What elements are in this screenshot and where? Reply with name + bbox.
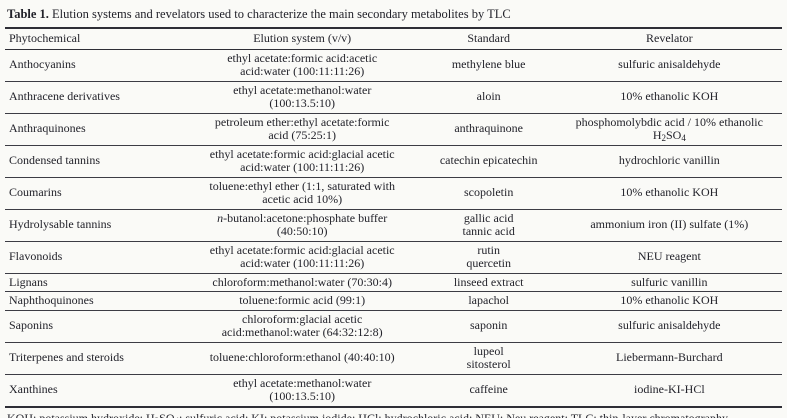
cell-phytochemical-row-9: Saponins — [5, 310, 184, 343]
table-body: Anthocyanins ethyl acetate:formic acid:ac… — [5, 49, 782, 408]
cell-standard-row-2: anthraquinone — [420, 113, 557, 146]
cell-revelator-row-7: sulfuric vanillin — [556, 273, 782, 292]
cell-standard-row-9: saponin — [420, 310, 557, 343]
cell-elution-row-7: chloroform:methanol:water (70:30:4) — [183, 273, 421, 292]
table-row: Saponins chloroform:glacial acetic acid:me… — [5, 310, 782, 343]
column-header-elution: Elution system (v/v) — [183, 27, 421, 50]
table-caption-text: Elution systems and revelators used to c… — [48, 7, 511, 21]
table-row: Anthraquinones petroleum ether:ethyl acet… — [5, 113, 782, 146]
table-footnote: KOH: potassium hydroxide; H2SO4: sulfuri… — [7, 410, 731, 418]
cell-revelator-row-0: sulfuric anisaldehyde — [556, 49, 782, 82]
table-row: Flavonoids ethyl acetate:formic acid:glac… — [5, 241, 782, 274]
cell-elution-row-11: ethyl acetate:methanol:water (100:13.5:10… — [183, 374, 421, 408]
cell-elution-row-6: ethyl acetate:formic acid:glacial acetic… — [183, 241, 421, 274]
cell-elution-row-2: petroleum ether:ethyl acetate:formic acid… — [183, 113, 421, 146]
cell-standard-row-8: lapachol — [420, 291, 557, 311]
cell-phytochemical-row-1: Anthracene derivatives — [5, 81, 184, 114]
cell-standard-row-4: scopoletin — [420, 177, 557, 210]
cell-revelator-row-8: 10% ethanolic KOH — [556, 291, 782, 311]
cell-elution-row-8: toluene:formic acid (99:1) — [183, 291, 421, 311]
cell-elution-row-4: toluene:ethyl ether (1:1, saturated with… — [183, 177, 421, 210]
cell-elution-row-10: toluene:chloroform:ethanol (40:40:10) — [183, 342, 421, 375]
cell-standard-row-5: gallic acid tannic acid — [420, 209, 557, 242]
cell-phytochemical-row-10: Triterpenes and steroids — [5, 342, 184, 375]
cell-standard-row-3: catechin epicatechin — [420, 145, 557, 178]
table-row: Naphthoquinones toluene:formic acid (99:1… — [5, 291, 782, 311]
table-row: Anthracene derivatives ethyl acetate:meth… — [5, 81, 782, 114]
table-row: Anthocyanins ethyl acetate:formic acid:ac… — [5, 49, 782, 82]
table-caption: Table 1. Elution systems and revelators … — [5, 6, 782, 27]
table-row: Condensed tannins ethyl acetate:formic ac… — [5, 145, 782, 178]
table-row: Xanthines ethyl acetate:methanol:water (10… — [5, 374, 782, 408]
cell-revelator-row-2: phosphomolybdic acid / 10% ethanolic H2SO… — [556, 113, 782, 146]
table-header-row: Phytochemical Elution system (v/v) Standar… — [5, 27, 782, 50]
table-header: Phytochemical Elution system (v/v) Standar… — [5, 27, 782, 50]
cell-phytochemical-row-4: Coumarins — [5, 177, 184, 210]
tlc-elution-table: Phytochemical Elution system (v/v) Standar… — [5, 27, 782, 408]
cell-elution-row-0: ethyl acetate:formic acid:acetic acid:wat… — [183, 49, 421, 82]
cell-standard-row-7: linseed extract — [420, 273, 557, 292]
cell-elution-row-9: chloroform:glacial acetic acid:methanol:w… — [183, 310, 421, 343]
cell-standard-row-11: caffeine — [420, 374, 557, 408]
cell-phytochemical-row-0: Anthocyanins — [5, 49, 184, 82]
cell-standard-row-1: aloin — [420, 81, 557, 114]
column-header-phytochemical: Phytochemical — [5, 27, 184, 50]
cell-phytochemical-row-3: Condensed tannins — [5, 145, 184, 178]
cell-elution-row-5: n-butanol:acetone:phosphate buffer (40:50… — [183, 209, 421, 242]
cell-revelator-row-4: 10% ethanolic KOH — [556, 177, 782, 210]
cell-standard-row-10: lupeol sitosterol — [420, 342, 557, 375]
cell-revelator-row-5: ammonium iron (II) sulfate (1%) — [556, 209, 782, 242]
cell-standard-row-0: methylene blue — [420, 49, 557, 82]
column-header-revelator: Revelator — [556, 27, 782, 50]
table-row: Triterpenes and steroids toluene:chlorofo… — [5, 342, 782, 375]
cell-revelator-row-6: NEU reagent — [556, 241, 782, 274]
cell-elution-row-3: ethyl acetate:formic acid:glacial acetic… — [183, 145, 421, 178]
cell-standard-row-6: rutin quercetin — [420, 241, 557, 274]
cell-elution-row-1: ethyl acetate:methanol:water (100:13.5:10… — [183, 81, 421, 114]
table-row: Coumarins toluene:ethyl ether (1:1, satur… — [5, 177, 782, 210]
cell-revelator-row-9: sulfuric anisaldehyde — [556, 310, 782, 343]
cell-revelator-row-11: iodine-KI-HCl — [556, 374, 782, 408]
cell-revelator-row-3: hydrochloric vanillin — [556, 145, 782, 178]
table-row: Lignans chloroform:methanol:water (70:30:… — [5, 273, 782, 292]
cell-phytochemical-row-7: Lignans — [5, 273, 184, 292]
table-caption-label: Table 1. — [7, 7, 49, 21]
cell-phytochemical-row-11: Xanthines — [5, 374, 184, 408]
cell-phytochemical-row-5: Hydrolysable tannins — [5, 209, 184, 242]
cell-revelator-row-1: 10% ethanolic KOH — [556, 81, 782, 114]
cell-phytochemical-row-8: Naphthoquinones — [5, 291, 184, 311]
column-header-standard: Standard — [420, 27, 557, 50]
cell-revelator-row-10: Liebermann-Burchard — [556, 342, 782, 375]
table-row: Hydrolysable tannins n-butanol:acetone:ph… — [5, 209, 782, 242]
cell-phytochemical-row-6: Flavonoids — [5, 241, 184, 274]
cell-phytochemical-row-2: Anthraquinones — [5, 113, 184, 146]
